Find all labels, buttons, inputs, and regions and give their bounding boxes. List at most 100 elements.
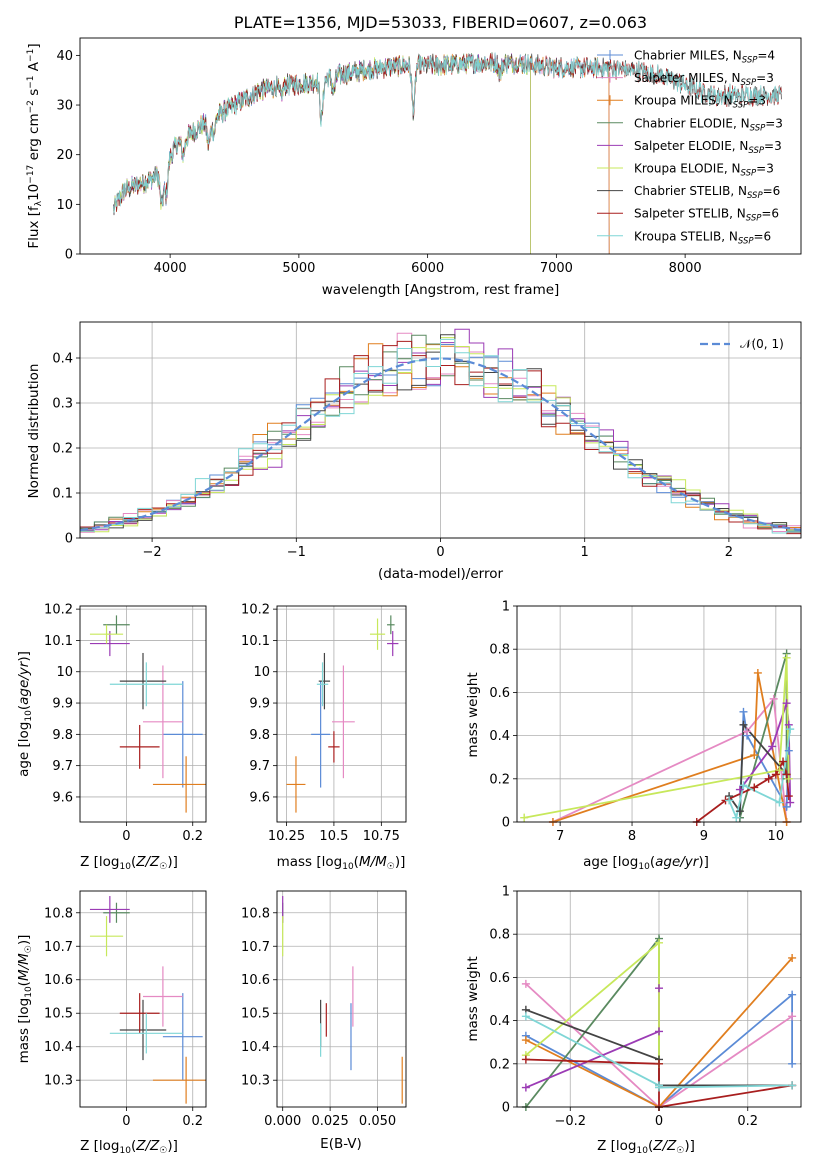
- axes-frame: [276, 605, 407, 823]
- y-tick-label: 10.2: [241, 603, 270, 618]
- data-marker: [521, 1036, 530, 1045]
- data-marker: [782, 802, 791, 811]
- data-marker: [521, 1083, 530, 1092]
- data-marker: [788, 1081, 797, 1090]
- y-tick-label: 10.7: [44, 940, 73, 955]
- series-line: [113, 53, 610, 254]
- legend-label: Kroupa ELODIE, NSSP=3: [634, 162, 774, 179]
- series-line: [113, 52, 610, 254]
- mass-vs-ebv-panel: E(B-V) 0.000 0.025 0.050 10.3 10.4 10.5 10.6 10…: [241, 890, 407, 1152]
- legend-label: Salpeter MILES, NSSP=3: [634, 71, 774, 88]
- y-tick-label: 0.4: [489, 1014, 510, 1029]
- data-marker: [521, 1012, 530, 1021]
- y-tick-label: 10.6: [44, 973, 73, 988]
- axes-frame: [276, 890, 407, 1108]
- data-marker: [655, 984, 663, 993]
- axes-frame: [516, 605, 802, 823]
- plot-area: [89, 896, 206, 1104]
- series-line: [552, 672, 788, 822]
- spectrum-ylabel: Flux [fλ10−17 erg cm−2 s−1 A−1]: [26, 43, 44, 248]
- residuals-xlabel: (data-model)/error: [378, 566, 504, 582]
- data-marker: [739, 707, 748, 716]
- histogram-step: [80, 338, 801, 534]
- y-tick-label: 0.4: [489, 729, 510, 744]
- series-line: [113, 52, 782, 213]
- series-line: [113, 54, 531, 254]
- y-tick-label: 0.2: [489, 772, 510, 787]
- series-line: [525, 983, 793, 1107]
- x-tick-label: 0.2: [737, 1114, 758, 1129]
- axes-frame: [79, 890, 207, 1108]
- age-mass-xlabel: mass [log10(M/M☉)]: [277, 854, 406, 872]
- x-tick-label: 0: [436, 545, 444, 560]
- y-tick-label: 0.8: [489, 643, 510, 658]
- y-tick-label: 10.4: [44, 1040, 73, 1055]
- data-marker: [784, 746, 793, 755]
- series-line: [525, 957, 793, 1107]
- residuals-panel: (data-model)/error Normed distribution −…: [26, 321, 802, 582]
- y-tick-label: 10.3: [44, 1074, 73, 1089]
- y-tick-label: 0.4: [52, 352, 73, 367]
- y-tick-label: 0.1: [52, 487, 73, 502]
- y-tick-label: 10.4: [241, 1040, 270, 1055]
- data-marker: [769, 694, 778, 703]
- legend-label: Kroupa STELIB, NSSP=6: [634, 229, 771, 246]
- data-marker: [735, 785, 744, 794]
- data-marker: [782, 770, 791, 779]
- weight-age-ylabel: mass weight: [465, 672, 481, 757]
- legend-label: 𝒩(0, 1): [740, 337, 784, 351]
- x-tick-label: 0.025: [312, 1114, 349, 1129]
- plot-area: [113, 52, 782, 254]
- y-tick-label: 1: [502, 600, 510, 615]
- x-tick-label: 0: [655, 1114, 663, 1129]
- data-marker: [764, 774, 773, 783]
- age-z-ylabel: age [log10(age/yr)]: [16, 651, 34, 777]
- data-marker: [788, 1059, 797, 1068]
- y-tick-label: 0.6: [489, 686, 510, 701]
- y-tick-label: 9.9: [249, 697, 270, 712]
- data-marker: [771, 770, 780, 779]
- x-tick-label: 4000: [154, 261, 187, 276]
- y-tick-label: 0: [502, 1101, 510, 1116]
- x-tick-label: 9: [700, 829, 708, 844]
- plot-area: [282, 896, 403, 1104]
- x-tick-label: 2: [725, 545, 733, 560]
- age-vs-z-panel: Z [log10(Z/Z☉)] age [log10(age/yr)] 0 0.2…: [16, 603, 207, 872]
- y-tick-label: 9.8: [249, 728, 270, 743]
- data-marker: [521, 1055, 530, 1064]
- y-tick-label: 9.9: [52, 697, 73, 712]
- spectrum-xlabel: wavelength [Angstrom, rest frame]: [322, 282, 560, 298]
- data-marker: [779, 757, 788, 766]
- y-tick-label: 0: [65, 248, 73, 263]
- y-tick-label: 10.3: [241, 1074, 270, 1089]
- x-tick-label: 10.75: [363, 829, 400, 844]
- x-tick-label: 0.2: [182, 1114, 203, 1129]
- data-marker: [784, 720, 793, 729]
- data-marker: [788, 990, 797, 999]
- y-tick-label: 10: [253, 665, 270, 680]
- x-tick-label: 10: [768, 829, 785, 844]
- plot-area: [89, 615, 206, 813]
- x-tick-label: −2: [143, 545, 162, 560]
- data-marker: [775, 766, 784, 775]
- x-tick-label: 0.000: [264, 1114, 301, 1129]
- data-marker: [788, 1012, 797, 1021]
- series-line: [113, 52, 531, 254]
- data-marker: [655, 1027, 663, 1036]
- x-tick-label: 7000: [540, 261, 573, 276]
- data-marker: [739, 781, 748, 790]
- data-marker: [520, 813, 529, 822]
- y-tick-label: 0.3: [52, 397, 73, 412]
- series-line: [552, 696, 788, 822]
- weight-vs-age-panel: age [log10(age/yr)] mass weight 7 8 9 10 0 0.…: [465, 600, 802, 872]
- age-vs-mass-panel: mass [log10(M/M☉)] 10.25 10.5 10.75 9.6 9.7 9…: [241, 603, 407, 872]
- data-marker: [788, 953, 797, 962]
- x-tick-label: 0.050: [359, 1114, 396, 1129]
- legend-label: Salpeter STELIB, NSSP=6: [634, 207, 779, 224]
- data-marker: [753, 668, 762, 677]
- axes-frame: [79, 37, 802, 255]
- y-tick-label: 9.6: [249, 790, 270, 805]
- x-tick-label: 8: [628, 829, 636, 844]
- series-line: [525, 992, 793, 1107]
